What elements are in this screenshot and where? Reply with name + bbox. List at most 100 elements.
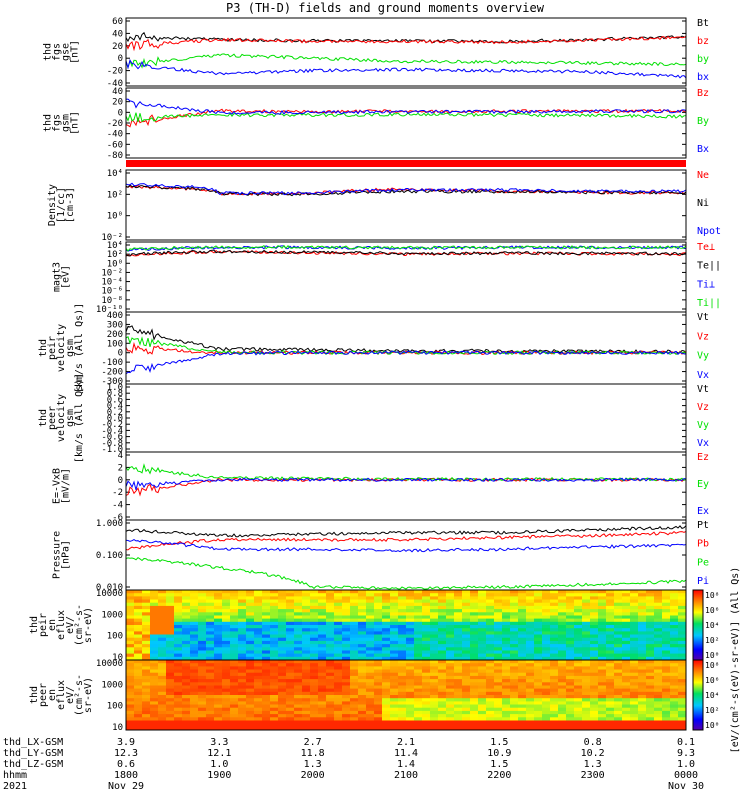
legend-Vz: Vz [697,402,709,413]
ytick-label: 0 [118,54,123,64]
footer-row-label: thd_LX-GSM [3,737,63,748]
ytick-label: 10 [112,723,123,733]
ytick-label: -0.6 [101,433,123,443]
footer-value: Nov 30 [668,781,704,792]
series-bx [125,58,687,79]
footer-value: 10.9 [487,748,511,759]
ytick-label: 0 [118,108,123,118]
legend-Pb: Pb [697,539,709,550]
footer-value: 9.3 [677,748,695,759]
series-by [125,53,687,70]
colorbar-tick: 10⁰ [705,651,719,660]
ytick-label: -200 [101,368,123,378]
legend-bx: bx [697,72,709,83]
ytick-label: 0.4 [107,402,123,412]
footer-ephemeris: thd_LX-GSM 3.9 3.3 2.7 2.1 1.5 0.8 0.1 thd_LY-GS… [3,737,704,792]
footer-value: 2000 [301,770,325,781]
ytick-label: 10⁻² [101,268,123,278]
ytick-label: 0 [118,349,123,359]
footer-value: 10.2 [581,748,605,759]
status-bar [126,160,686,167]
ytick-label: -2 [112,488,123,498]
panel-ylabel: thdpeirvelocitygsm[km/s (All Qs)] [38,303,85,393]
colorbar-tick: 10⁸ [705,591,719,600]
series-Bx [125,98,687,115]
heatmap-cells [126,660,687,731]
footer-value: 1.0 [210,759,228,770]
heatmap-cells [126,590,687,661]
panel-density: Density[1/cc][cm-3] 10⁴ 10² 10⁰ 10⁻² Ne Ni Npot [47,169,721,243]
panel-peir-eflux: thdpeirenefluxeV/(cm²-s-sr-eV)10000 1000 1… [29,589,687,663]
legend-Pe: Pe [697,557,709,568]
footer-value: 2100 [394,770,418,781]
legend-Ez: Ez [697,452,709,463]
ytick-label: 60 [112,17,123,27]
colorbar-tick: 10² [705,706,719,715]
ytick-label: -100 [101,358,123,368]
footer-value: 11.4 [394,748,418,759]
ytick-label: 20 [112,98,123,108]
panel-efield: E=-VxB[mV/m] 4 2 0 -2 -4 -6 Ez Ey Ex [52,451,710,523]
colorbar-tick: 10⁴ [705,691,719,700]
legend-Vt: Vt [697,312,709,323]
colorbar-tick: 10² [705,636,719,645]
panel-ylabel: thdpeervelocitygsm[km/s (All Qs)] [38,373,85,463]
series-Pb [125,530,687,551]
ytick-label: 200 [107,330,123,340]
panel-ylabel: thdpeerenefluxeV/(cm²-s-sr-eV) [29,674,94,716]
ytick-label: 10⁰ [107,212,123,222]
legend-Pi: Pi [697,576,709,587]
ytick-label: -1.0 [101,445,123,455]
ytick-label: 10⁻⁶ [101,287,123,297]
ytick-label: 10000 [96,659,123,669]
legend-Ey: Ey [697,479,709,490]
ytick-label: 10 [112,653,123,663]
legend-by: by [697,54,709,65]
panel-frame [125,17,687,87]
ytick-label: 10⁴ [107,169,123,179]
ytick-label: 4 [118,451,123,461]
ytick-label: 0 [118,476,123,486]
series-Te⊥ [125,249,687,257]
ytick-label: 1000 [101,680,123,690]
ytick-label: -40 [107,130,123,140]
legend-Npot: Npot [697,226,721,237]
ytick-label: 0.0 [107,414,123,424]
legend-Vy: Vy [697,420,709,431]
footer-value: 3.9 [117,737,135,748]
ytick-label: 40 [112,29,123,39]
ytick-label: -6 [112,513,123,523]
footer-value: 1.5 [490,759,508,770]
ytick-label: 20 [112,42,123,52]
colorbar-tick: 10⁴ [705,621,719,630]
series-Ti|| [125,244,687,252]
ytick-label: 10000 [96,589,123,599]
series-Bt [125,31,687,44]
ytick-label: -0.8 [101,439,123,449]
panel-fgs-gse: thdfgsgse[nT] 60 40 20 0 -20 -40 Bt bz by bx [43,17,710,89]
plot-title: P3 (TH-D) fields and ground moments over… [226,1,545,15]
ytick-label: -40 [107,79,123,89]
legend-Vt: Vt [697,384,709,395]
ytick-label: -300 [101,377,123,387]
footer-value: 2300 [581,770,605,781]
series-Pt [125,525,687,538]
ytick-label: 100 [107,632,123,642]
footer-value: 1.4 [397,759,415,770]
legend-Te⊥: Te⊥ [697,242,715,253]
panel-frame [125,87,687,159]
legend-By: By [697,116,709,127]
legend-Bx: Bx [697,144,709,155]
ytick-label: 100 [107,702,123,712]
ytick-label: 10⁻² [101,233,123,243]
ytick-label: 2 [118,463,123,473]
ytick-label: -20 [107,67,123,77]
ytick-label: 1.0 [107,383,123,393]
ytick-label: -80 [107,151,123,161]
panel-frame [125,169,687,241]
colorbar-2: 10⁸ 10⁶ 10⁴ 10² 10⁰ [692,659,719,731]
panel-frame [125,383,687,453]
legend-Vx: Vx [697,438,709,449]
ytick-label: 10⁻⁴ [101,278,123,288]
